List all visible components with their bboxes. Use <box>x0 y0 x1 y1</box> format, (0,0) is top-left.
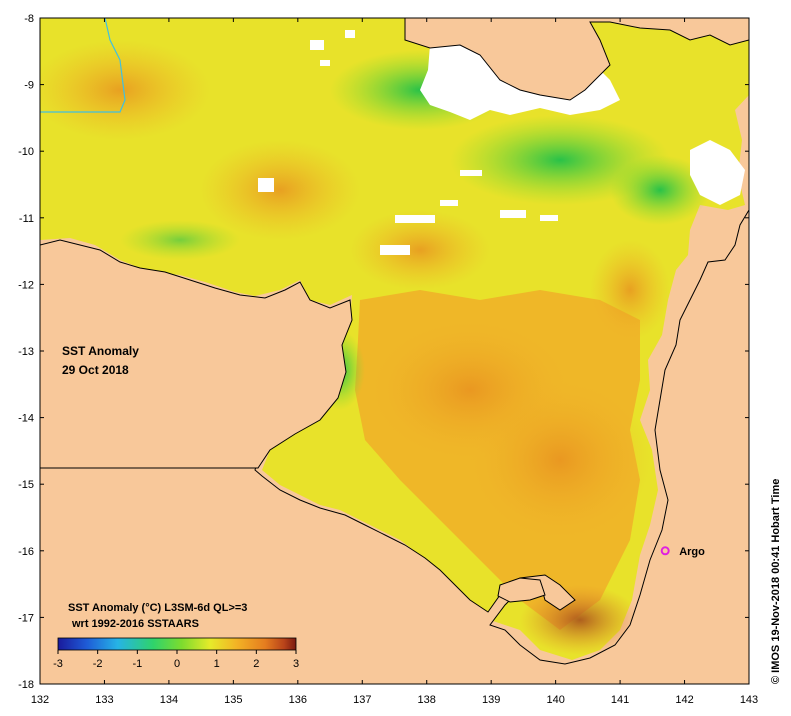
warm-patch-east <box>590 240 670 340</box>
y-tick-label: -8 <box>24 13 34 25</box>
argo-marker: Argo <box>660 546 705 558</box>
colorbar-tick-label: -1 <box>132 658 142 670</box>
warm-patch-4 <box>200 140 360 240</box>
colorbar-tick-label: -3 <box>53 658 63 670</box>
colorbar <box>57 637 297 651</box>
land-island-south <box>497 577 546 603</box>
y-tick-label: -13 <box>18 346 34 358</box>
map-title-line1: SST Anomaly <box>62 344 139 358</box>
x-tick-label: 132 <box>31 694 49 706</box>
colorbar-legend: SST Anomaly (°C) L3SM-6d QL>=3 wrt 1992-… <box>53 602 299 670</box>
maritime-boundary <box>40 18 126 113</box>
cool-patch-3 <box>610 155 710 225</box>
colorbar-tick-label: -2 <box>93 658 103 670</box>
y-tick-label: -15 <box>18 479 34 491</box>
y-tick-label: -17 <box>18 612 34 624</box>
cool-patch-5 <box>120 220 240 260</box>
nodata-east <box>690 140 745 205</box>
colorbar-tick-label: 3 <box>293 658 299 670</box>
colorbar-tick-label: 0 <box>174 658 180 670</box>
y-tick-label: -18 <box>18 679 34 691</box>
y-tick-label: -9 <box>24 80 34 92</box>
x-tick-label: 140 <box>546 694 564 706</box>
x-tick-label: 142 <box>675 694 693 706</box>
x-tick-label: 143 <box>740 694 758 706</box>
x-tick-label: 134 <box>160 694 178 706</box>
credit-text: © IMOS 19-Nov-2018 00:41 Hobart Time <box>770 479 782 684</box>
y-tick-label: -14 <box>18 413 34 425</box>
x-tick-label: 135 <box>224 694 242 706</box>
plot-area <box>40 18 749 684</box>
argo-label: Argo <box>679 546 705 558</box>
argo-float-icon <box>660 546 670 556</box>
colorbar-tick-label: 1 <box>214 658 220 670</box>
y-tick-label: -12 <box>18 279 34 291</box>
x-tick-label: 138 <box>418 694 436 706</box>
land-arnhem <box>40 239 353 469</box>
x-tick-label: 133 <box>95 694 113 706</box>
y-tick-label: -10 <box>18 146 34 158</box>
warm-patch-3 <box>350 210 490 290</box>
y-tick-label: -11 <box>19 213 34 225</box>
x-tick-label: 136 <box>289 694 307 706</box>
x-tick-label: 139 <box>482 694 500 706</box>
map-title-line2: 29 Oct 2018 <box>62 363 129 377</box>
warm-patch-5 <box>40 40 210 140</box>
y-tick-label: -16 <box>18 546 34 558</box>
x-tick-label: 141 <box>611 694 629 706</box>
colorbar-ticks: -3 -2 -1 0 1 2 3 <box>53 650 299 670</box>
colorbar-tick-label: 2 <box>253 658 259 670</box>
y-axis: -8-9-10-11-12-13-14-15-16-17-18 <box>18 13 749 691</box>
legend-title: SST Anomaly (°C) L3SM-6d QL>=3 <box>68 602 247 614</box>
nodata-speckles <box>258 30 558 255</box>
legend-subtitle: wrt 1992-2016 SSTAARS <box>71 618 199 630</box>
warm-patch-2 <box>470 380 650 540</box>
x-axis: 132 133 134 135 136 137 138 139 140 141 142 143 <box>31 18 758 706</box>
land-papua <box>404 18 749 101</box>
x-tick-label: 137 <box>353 694 371 706</box>
